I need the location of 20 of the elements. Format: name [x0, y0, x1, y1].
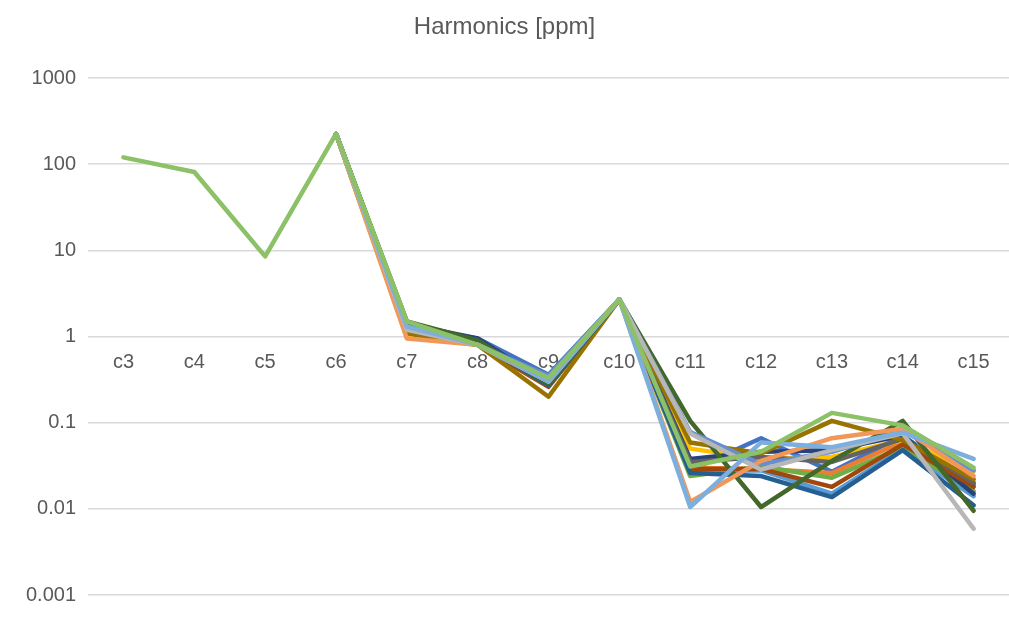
x-tick-label: c6 — [325, 350, 347, 373]
y-tick-label: 1000 — [31, 65, 77, 88]
x-tick-label: c12 — [744, 350, 778, 373]
y-tick-label: 0.01 — [37, 496, 77, 519]
x-tick-label: c13 — [815, 350, 849, 373]
chart-title: Harmonics [ppm] — [412, 11, 597, 41]
y-tick-label: 100 — [42, 151, 77, 174]
x-tick-label: c11 — [674, 350, 706, 373]
y-tick-label: 0.1 — [48, 410, 77, 433]
x-tick-label: c3 — [112, 350, 135, 373]
y-tick-label: 0.001 — [25, 582, 77, 605]
x-tick-label: c8 — [467, 350, 489, 373]
x-tick-label: c15 — [957, 350, 990, 373]
y-tick-label: 10 — [53, 237, 77, 260]
x-tick-label: c5 — [254, 350, 276, 373]
x-tick-label: c7 — [396, 350, 418, 373]
x-tick-label: c4 — [183, 350, 205, 373]
x-tick-label: c10 — [603, 350, 636, 373]
y-tick-label: 1 — [64, 324, 77, 347]
x-tick-label: c14 — [886, 350, 919, 373]
